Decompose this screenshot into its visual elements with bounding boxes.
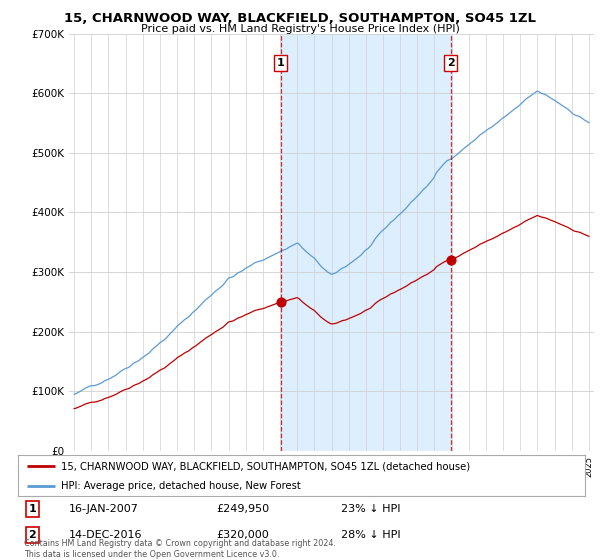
Text: 28% ↓ HPI: 28% ↓ HPI bbox=[341, 530, 401, 540]
Text: 15, CHARNWOOD WAY, BLACKFIELD, SOUTHAMPTON, SO45 1ZL: 15, CHARNWOOD WAY, BLACKFIELD, SOUTHAMPT… bbox=[64, 12, 536, 25]
Text: Contains HM Land Registry data © Crown copyright and database right 2024.
This d: Contains HM Land Registry data © Crown c… bbox=[24, 539, 336, 559]
Text: £249,950: £249,950 bbox=[217, 504, 269, 514]
Text: 14-DEC-2016: 14-DEC-2016 bbox=[69, 530, 143, 540]
Text: 1: 1 bbox=[28, 504, 36, 514]
Text: 2: 2 bbox=[447, 58, 455, 68]
Text: 23% ↓ HPI: 23% ↓ HPI bbox=[341, 504, 401, 514]
Point bbox=[276, 297, 286, 306]
Text: 16-JAN-2007: 16-JAN-2007 bbox=[69, 504, 139, 514]
Point bbox=[446, 255, 455, 264]
Text: 1: 1 bbox=[277, 58, 284, 68]
Text: Price paid vs. HM Land Registry's House Price Index (HPI): Price paid vs. HM Land Registry's House … bbox=[140, 24, 460, 34]
Text: HPI: Average price, detached house, New Forest: HPI: Average price, detached house, New … bbox=[61, 480, 300, 491]
Bar bbox=[281, 34, 451, 451]
Text: 15, CHARNWOOD WAY, BLACKFIELD, SOUTHAMPTON, SO45 1ZL (detached house): 15, CHARNWOOD WAY, BLACKFIELD, SOUTHAMPT… bbox=[61, 461, 470, 471]
Text: £320,000: £320,000 bbox=[217, 530, 269, 540]
Text: 2: 2 bbox=[28, 530, 36, 540]
